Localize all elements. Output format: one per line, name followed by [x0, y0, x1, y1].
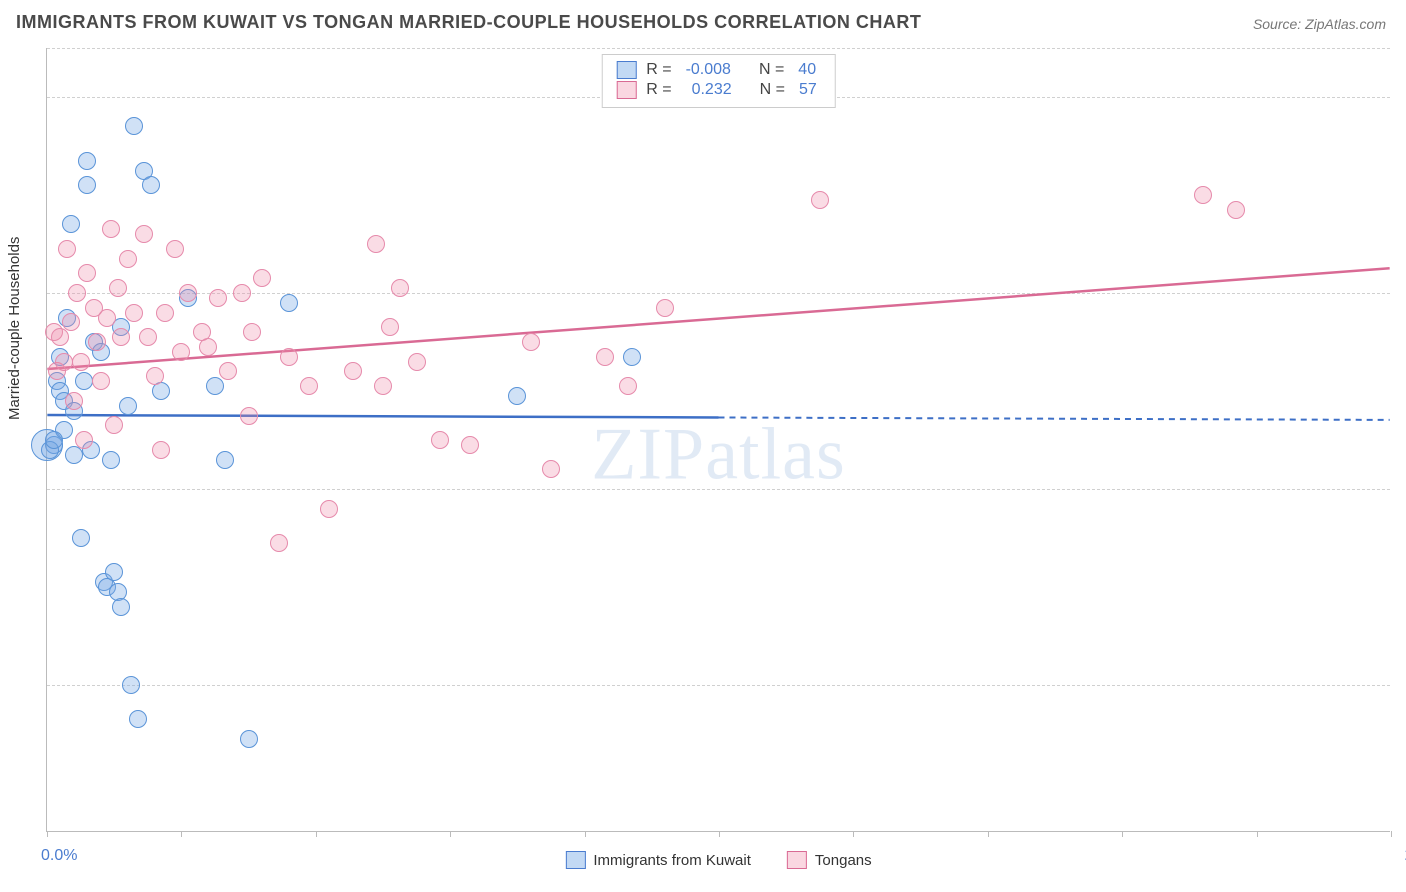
swatch-icon: [565, 851, 585, 869]
data-point: [72, 353, 90, 371]
data-point: [92, 372, 110, 390]
data-point: [62, 313, 80, 331]
n-label: N =: [759, 61, 784, 79]
r-value: -0.008: [682, 61, 749, 79]
data-point: [102, 451, 120, 469]
data-point: [125, 117, 143, 135]
data-point: [243, 323, 261, 341]
data-point: [68, 284, 86, 302]
legend-row-tongans: R = 0.232 N = 57: [616, 81, 821, 99]
data-point: [233, 284, 251, 302]
data-point: [408, 353, 426, 371]
data-point: [119, 250, 137, 268]
data-point: [55, 353, 73, 371]
n-value: 40: [794, 61, 820, 79]
data-point: [199, 338, 217, 356]
data-point: [280, 294, 298, 312]
r-label: R =: [646, 81, 671, 99]
data-point: [75, 431, 93, 449]
data-point: [811, 191, 829, 209]
data-point: [135, 225, 153, 243]
legend-label: Immigrants from Kuwait: [593, 852, 751, 869]
data-point: [374, 377, 392, 395]
source-attribution: Source: ZipAtlas.com: [1253, 16, 1386, 32]
data-point: [240, 407, 258, 425]
data-point: [152, 441, 170, 459]
data-point: [62, 215, 80, 233]
n-value: 57: [795, 81, 821, 99]
data-point: [206, 377, 224, 395]
data-point: [522, 333, 540, 351]
data-point: [344, 362, 362, 380]
watermark-text: ZIPatlas: [591, 413, 846, 498]
data-point: [1227, 201, 1245, 219]
data-point: [542, 460, 560, 478]
legend-label: Tongans: [815, 852, 872, 869]
data-point: [112, 598, 130, 616]
chart-plot-area: ZIPatlas 20.0%40.0%60.0%80.0% R = -0.008…: [46, 48, 1390, 832]
n-label: N =: [760, 81, 785, 99]
data-point: [461, 436, 479, 454]
data-point: [320, 500, 338, 518]
correlation-legend: R = -0.008 N = 40 R = 0.232 N = 57: [601, 54, 836, 108]
data-point: [1194, 186, 1212, 204]
data-point: [431, 431, 449, 449]
swatch-icon: [616, 81, 636, 99]
swatch-icon: [787, 851, 807, 869]
x-axis-min-label: 0.0%: [41, 847, 77, 865]
data-point: [596, 348, 614, 366]
data-point: [125, 304, 143, 322]
data-point: [45, 431, 63, 449]
data-point: [367, 235, 385, 253]
data-point: [122, 676, 140, 694]
data-point: [209, 289, 227, 307]
data-point: [280, 348, 298, 366]
data-point: [139, 328, 157, 346]
trend-lines: [47, 48, 1390, 831]
data-point: [656, 299, 674, 317]
data-point: [78, 264, 96, 282]
data-point: [623, 348, 641, 366]
data-point: [109, 279, 127, 297]
data-point: [253, 269, 271, 287]
data-point: [508, 387, 526, 405]
data-point: [75, 372, 93, 390]
legend-row-kuwait: R = -0.008 N = 40: [616, 61, 821, 79]
data-point: [172, 343, 190, 361]
data-point: [112, 328, 130, 346]
data-point: [156, 304, 174, 322]
data-point: [219, 362, 237, 380]
series-legend: Immigrants from Kuwait Tongans: [565, 851, 871, 869]
data-point: [105, 563, 123, 581]
legend-item-kuwait: Immigrants from Kuwait: [565, 851, 751, 869]
data-point: [105, 416, 123, 434]
data-point: [78, 152, 96, 170]
y-axis-label: Married-couple Households: [6, 237, 23, 420]
data-point: [300, 377, 318, 395]
data-point: [129, 710, 147, 728]
data-point: [240, 730, 258, 748]
data-point: [98, 309, 116, 327]
swatch-icon: [616, 61, 636, 79]
data-point: [146, 367, 164, 385]
data-point: [619, 377, 637, 395]
data-point: [58, 240, 76, 258]
r-value: 0.232: [682, 81, 750, 99]
data-point: [179, 284, 197, 302]
data-point: [102, 220, 120, 238]
data-point: [270, 534, 288, 552]
data-point: [72, 529, 90, 547]
r-label: R =: [646, 61, 671, 79]
data-point: [142, 176, 160, 194]
data-point: [78, 176, 96, 194]
chart-title: IMMIGRANTS FROM KUWAIT VS TONGAN MARRIED…: [16, 12, 921, 33]
data-point: [119, 397, 137, 415]
data-point: [65, 392, 83, 410]
data-point: [381, 318, 399, 336]
data-point: [216, 451, 234, 469]
legend-item-tongans: Tongans: [787, 851, 872, 869]
data-point: [391, 279, 409, 297]
data-point: [166, 240, 184, 258]
data-point: [51, 328, 69, 346]
